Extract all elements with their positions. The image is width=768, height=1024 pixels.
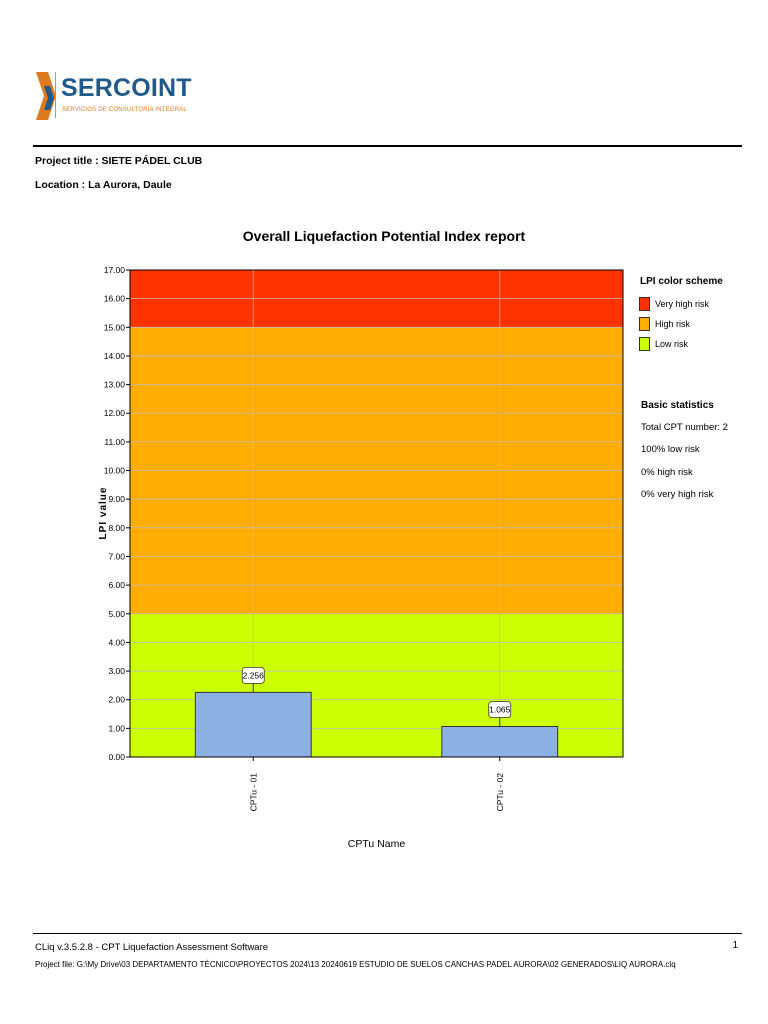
x-tick-label: CPTu - 01 <box>248 773 258 812</box>
logo-chevron-blue <box>44 86 54 110</box>
chart-title: Overall Liquefaction Potential Index rep… <box>242 228 526 244</box>
logo-chevron-orange <box>36 72 56 120</box>
y-tick-label: 4.00 <box>108 637 125 647</box>
y-tick-label: 8.00 <box>108 523 125 533</box>
y-tick-label: 5.00 <box>108 609 125 619</box>
stat-total-cpt: Total CPT number: 2 <box>641 422 728 433</box>
logo-name: SERCOINT <box>61 74 192 102</box>
legend-title: LPI color scheme <box>640 276 723 287</box>
x-tick-label: CPTu - 02 <box>495 773 505 812</box>
y-axis-label: LPI value <box>98 487 109 540</box>
y-tick-label: 9.00 <box>108 494 125 504</box>
y-tick-label: 12.00 <box>104 408 126 418</box>
project-location: Location : La Aurora, Daule <box>35 179 172 191</box>
plot-border <box>129 269 624 758</box>
y-tick-label: 7.00 <box>108 551 125 561</box>
legend-swatch-very-high-risk <box>639 297 650 311</box>
legend-item-low-risk: Low risk <box>639 337 688 351</box>
y-tick-label: 16.00 <box>104 294 126 304</box>
footer-project-file: Project file: G:\My Drive\03 DEPARTAMENT… <box>35 960 676 969</box>
stats-title: Basic statistics <box>641 400 714 411</box>
bar <box>194 691 312 758</box>
legend-item-very-high-risk: Very high risk <box>639 297 709 311</box>
footer-software: CLiq v.3.5.2.8 - CPT Liquefaction Assess… <box>35 942 269 953</box>
logo-separator <box>55 72 56 118</box>
y-tick-label: 11.00 <box>104 437 125 447</box>
bar <box>441 725 559 758</box>
y-tick-label: 3.00 <box>108 666 125 676</box>
y-tick-label: 17.00 <box>104 265 126 275</box>
x-axis-label: CPTu Name <box>348 838 406 850</box>
legend-label-very-high-risk: Very high risk <box>655 299 710 309</box>
y-tick-label: 10.00 <box>104 466 126 476</box>
project-title: Project title : SIETE PÁDEL CLUB <box>35 155 203 167</box>
stat-very-high-risk: 0% very high risk <box>641 489 714 500</box>
legend-swatch-high-risk <box>639 317 650 331</box>
data-label-box <box>241 666 265 684</box>
company-logo <box>36 72 56 120</box>
y-tick-label: 6.00 <box>108 580 125 590</box>
y-tick-label: 14.00 <box>104 351 126 361</box>
y-tick-label: 13.00 <box>104 380 126 390</box>
y-tick-label: 2.00 <box>108 695 125 705</box>
data-label-box <box>488 701 512 718</box>
stat-low-risk: 100% low risk <box>641 444 700 455</box>
data-label: 2.256 <box>243 670 265 680</box>
stat-high-risk: 0% high risk <box>641 467 693 478</box>
legend-label-high-risk: High risk <box>655 319 691 329</box>
page-number: 1 <box>732 940 738 951</box>
legend-swatch-low-risk <box>639 337 650 351</box>
logo-tagline: SERVICIOS DE CONSULTORÍA INTEGRAL <box>62 107 187 113</box>
y-tick-label: 1.00 <box>108 723 125 733</box>
legend-label-low-risk: Low risk <box>655 339 689 349</box>
data-label: 1.065 <box>489 704 511 714</box>
y-tick-label: 0.00 <box>108 752 125 762</box>
y-tick-label: 15.00 <box>104 322 126 332</box>
footer-rule <box>33 933 742 934</box>
header-rule <box>33 145 742 147</box>
legend-item-high-risk: High risk <box>639 317 690 331</box>
